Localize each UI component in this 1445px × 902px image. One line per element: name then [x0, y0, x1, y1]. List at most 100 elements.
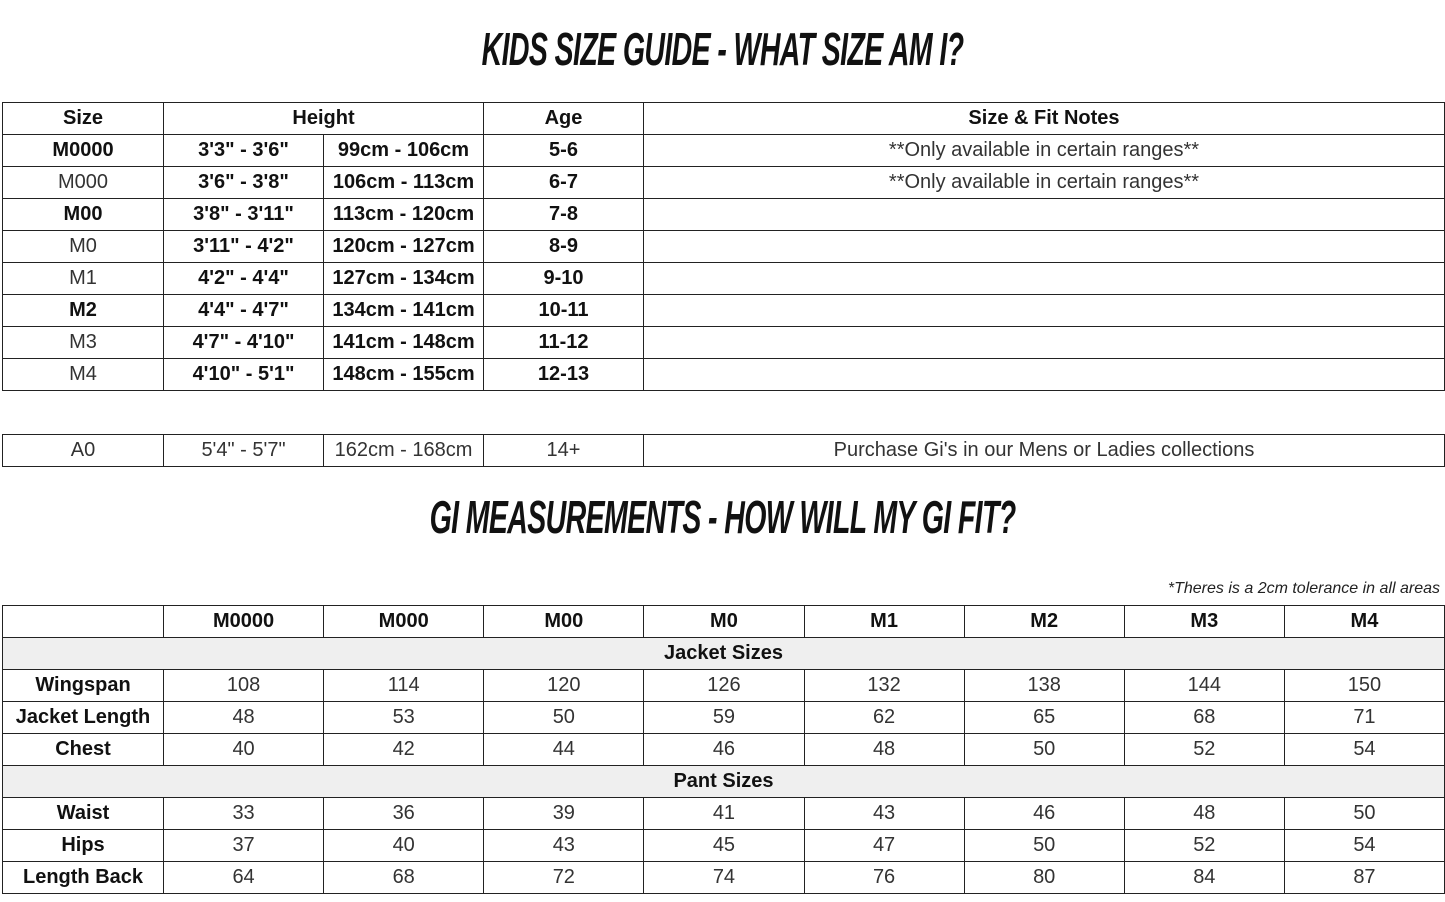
measurement-value: 120: [483, 669, 645, 702]
size-row: M2 4'4" - 4'7" 134cm - 141cm 10-11: [2, 294, 1445, 327]
size-column-header: M3: [1123, 605, 1285, 638]
fit-note-cell: [643, 230, 1445, 263]
size-table-header: Size Height Age Size & Fit Notes: [2, 102, 1445, 135]
measurement-value: 48: [1123, 797, 1285, 830]
measurement-value: 80: [963, 861, 1125, 894]
adult-note: Purchase Gi's in our Mens or Ladies coll…: [643, 434, 1445, 467]
measurement-value: 44: [483, 733, 645, 766]
measurement-value: 68: [323, 861, 485, 894]
measurement-value: 65: [963, 701, 1125, 734]
measurement-value: 40: [323, 829, 485, 862]
age-cell: 10-11: [483, 294, 644, 327]
measurement-value: 74: [643, 861, 805, 894]
height-ft-cell: 4'10" - 5'1": [163, 358, 324, 391]
measurement-value: 84: [1123, 861, 1285, 894]
measurement-value: 50: [1283, 797, 1445, 830]
measurement-row: Hips 37 40 43 45 47 50 52 54: [2, 829, 1445, 862]
fit-note-cell: **Only available in certain ranges**: [643, 134, 1445, 167]
size-row: M000 3'6" - 3'8" 106cm - 113cm 6-7 **Only av…: [2, 166, 1445, 199]
size-column-header: M00: [483, 605, 645, 638]
size-cell: M1: [2, 262, 164, 295]
section-row: Jacket Sizes: [2, 637, 1445, 670]
measurement-value: 71: [1283, 701, 1445, 734]
gi-header-row: M0000 M000 M00 M0 M1 M2 M3 M4: [2, 605, 1445, 638]
height-ft-cell: 3'8" - 3'11": [163, 198, 324, 231]
measurement-value: 50: [483, 701, 645, 734]
size-row: M4 4'10" - 5'1" 148cm - 155cm 12-13: [2, 358, 1445, 391]
measurement-value: 87: [1283, 861, 1445, 894]
height-cm-cell: 148cm - 155cm: [323, 358, 484, 391]
height-cm-cell: 134cm - 141cm: [323, 294, 484, 327]
height-ft-cell: 3'3" - 3'6": [163, 134, 324, 167]
measurement-label: Hips: [2, 829, 164, 862]
measurement-value: 52: [1123, 829, 1285, 862]
size-row: M3 4'7" - 4'10" 141cm - 148cm 11-12: [2, 326, 1445, 359]
measurement-value: 45: [643, 829, 805, 862]
measurement-value: 42: [323, 733, 485, 766]
size-column-header: M000: [323, 605, 485, 638]
section-label: Jacket Sizes: [2, 637, 1445, 670]
size-column-header: M1: [803, 605, 965, 638]
measurement-value: 52: [1123, 733, 1285, 766]
measurement-row: Jacket Length 48 53 50 59 62 65 68 71: [2, 701, 1445, 734]
measurement-row: Length Back 64 68 72 74 76 80 84 87: [2, 861, 1445, 894]
gi-measurements-title-text: GI MEASUREMENTS - HOW WILL MY GI FIT?: [429, 491, 1017, 543]
size-guide-title-text: KIDS SIZE GUIDE - WHAT SIZE AM I?: [481, 23, 964, 75]
section-row: Pant Sizes: [2, 765, 1445, 798]
measurement-label: Wingspan: [2, 669, 164, 702]
measurement-value: 138: [963, 669, 1125, 702]
measurement-value: 47: [803, 829, 965, 862]
measurement-value: 50: [963, 829, 1125, 862]
adult-size: A0: [2, 434, 164, 467]
size-cell: M2: [2, 294, 164, 327]
height-cm-cell: 106cm - 113cm: [323, 166, 484, 199]
measurement-value: 53: [323, 701, 485, 734]
measurement-value: 54: [1283, 733, 1445, 766]
measurement-value: 150: [1283, 669, 1445, 702]
measurement-row: Chest 40 42 44 46 48 50 52 54: [2, 733, 1445, 766]
measurement-value: 33: [162, 797, 325, 830]
size-row: M0000 3'3" - 3'6" 99cm - 106cm 5-6 **Only av…: [2, 134, 1445, 167]
empty-corner: [2, 605, 164, 638]
measurement-value: 36: [323, 797, 485, 830]
measurement-value: 46: [643, 733, 805, 766]
measurement-value: 114: [323, 669, 485, 702]
measurement-row: Waist 33 36 39 41 43 46 48 50: [2, 797, 1445, 830]
measurement-value: 132: [803, 669, 965, 702]
adult-age: 14+: [483, 434, 644, 467]
size-column-header: M0: [643, 605, 805, 638]
size-column-header: M4: [1283, 605, 1445, 638]
size-cell: M00: [2, 198, 164, 231]
size-column-header: M2: [963, 605, 1125, 638]
measurement-value: 108: [162, 669, 325, 702]
age-cell: 7-8: [483, 198, 644, 231]
measurement-value: 64: [162, 861, 325, 894]
size-column-header: M0000: [162, 605, 325, 638]
size-cell: M0000: [2, 134, 164, 167]
height-cm-cell: 120cm - 127cm: [323, 230, 484, 263]
section-label: Pant Sizes: [2, 765, 1445, 798]
measurement-label: Length Back: [2, 861, 164, 894]
height-cm-cell: 141cm - 148cm: [323, 326, 484, 359]
size-guide-title: KIDS SIZE GUIDE - WHAT SIZE AM I?: [0, 22, 1445, 76]
measurement-value: 39: [483, 797, 645, 830]
measurement-label: Waist: [2, 797, 164, 830]
header-age: Age: [483, 102, 644, 135]
header-size: Size: [2, 102, 164, 135]
fit-note-cell: [643, 294, 1445, 327]
adult-size-table: A0 5'4" - 5'7" 162cm - 168cm 14+ Purchas…: [2, 434, 1445, 467]
measurement-value: 37: [162, 829, 325, 862]
adult-height-cm: 162cm - 168cm: [323, 434, 484, 467]
measurement-value: 46: [963, 797, 1125, 830]
fit-note-cell: [643, 358, 1445, 391]
age-cell: 12-13: [483, 358, 644, 391]
header-height: Height: [163, 102, 484, 135]
fit-note-cell: [643, 198, 1445, 231]
height-cm-cell: 99cm - 106cm: [323, 134, 484, 167]
gi-measurements-table: M0000 M000 M00 M0 M1 M2 M3 M4 Jacket Sizes Wingsp…: [2, 605, 1445, 894]
measurement-label: Chest: [2, 733, 164, 766]
size-row: M00 3'8" - 3'11" 113cm - 120cm 7-8: [2, 198, 1445, 231]
size-cell: M4: [2, 358, 164, 391]
measurement-value: 40: [162, 733, 325, 766]
size-row: M1 4'2" - 4'4" 127cm - 134cm 9-10: [2, 262, 1445, 295]
